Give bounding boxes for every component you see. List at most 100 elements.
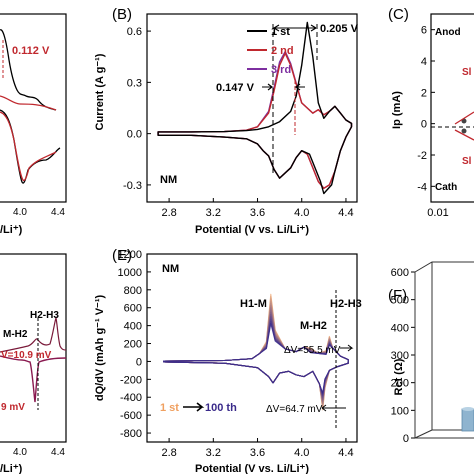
- panel-e-annotation-h1m: H1-M: [240, 298, 267, 310]
- panel-e: (E) dQ/dV (mAh g⁻¹ V⁻¹) 2.8 3.2 3.6 4.0 4.4 1…: [94, 247, 362, 474]
- panel-f-ytick-label: 500: [391, 295, 409, 307]
- panel-a-curve-2nd: [0, 95, 57, 182]
- panel-a-xlabel: /Li⁺): [0, 224, 23, 236]
- panel-d-xlabel: /Li⁺): [0, 463, 23, 474]
- panel-c-ytick-label: 6: [421, 25, 427, 37]
- panel-b-series-1: [157, 21, 353, 195]
- panel-e-legend-arrow: [183, 402, 205, 412]
- panel-f-axis-box: [414, 261, 474, 439]
- panel-f-bar-top: [462, 407, 474, 411]
- panel-c-text-sl-bottom: Sl: [462, 156, 472, 167]
- panel-c-ytick-label: 2: [421, 87, 427, 99]
- panel-e-ytick-label: 0: [136, 356, 142, 368]
- panel-b-annotation-147: 0.147 V: [216, 82, 255, 94]
- panel-f-ylabel: Rct (Ω): [393, 358, 405, 395]
- panel-c-ytick-label: -2: [417, 150, 427, 162]
- panel-c-fit-line: [454, 111, 474, 125]
- panel-b-ticks: 2.8 3.2 3.6 4.0 4.4 0.6 0.3 0.0 -0.3: [123, 26, 354, 219]
- panel-e-cycle-curve: [163, 323, 349, 394]
- panel-e-xtick-label: 4.4: [338, 447, 353, 459]
- panel-b-series-2: [157, 52, 353, 189]
- panel-d-annotation-dv-bottom: 9 mV: [1, 402, 25, 413]
- panel-f-ytick-label: 0: [403, 433, 409, 445]
- panel-f-ytick-label: 200: [391, 378, 409, 390]
- panel-c-point: [461, 128, 467, 134]
- panel-f-ticks: 600 500 400 300 200 100 0: [391, 267, 415, 445]
- panel-d-annotation-mh2: M-H2: [3, 329, 28, 340]
- panel-e-annotation-mh2: M-H2: [300, 320, 327, 332]
- panel-e-xtick-label: 2.8: [161, 447, 176, 459]
- panel-d-annotation-dv-top: V=10.9 mV: [1, 350, 52, 361]
- panel-b-series: [157, 21, 353, 195]
- panel-d: H2-H3 M-H2 V=10.9 mV 9 mV 4.0 4.4 /Li⁺): [0, 253, 67, 474]
- panel-e-ylabel: dQ/dV (mAh g⁻¹ V⁻¹): [94, 295, 106, 402]
- panel-b-ytick-label: -0.3: [123, 180, 142, 192]
- panel-b-legend: 1 st 2 nd 3 rd: [247, 26, 294, 76]
- panel-c-ticks: 6 4 2 0 -2 -4 0.01: [417, 25, 448, 219]
- panel-b-ytick-label: 0.3: [127, 77, 142, 89]
- panel-c-frame: [430, 13, 474, 203]
- panel-d-curve: [0, 316, 67, 353]
- panel-e-legend-to: 100 th: [205, 402, 237, 414]
- panel-b-arrow-147: [262, 83, 305, 91]
- panel-e-annotation-h2h3: H2-H3: [330, 298, 362, 310]
- panel-d-frame: [0, 253, 67, 443]
- panel-e-xtick-label: 3.6: [250, 447, 265, 459]
- panel-b-ytick-label: 0.6: [127, 26, 142, 38]
- panel-a-frame: [0, 13, 67, 203]
- panel-e-ytick-label: -400: [120, 392, 142, 404]
- panel-b-series-3: [157, 50, 353, 189]
- legend-label-2nd: 2 nd: [271, 45, 294, 57]
- panel-c-text-cath: Cath: [435, 182, 457, 193]
- panel-e-annotation-dv-bottom: ΔV=64.7 mV: [266, 404, 323, 415]
- panel-b-xtick-label: 4.0: [294, 207, 309, 219]
- legend-label-1st: 1 st: [271, 26, 290, 38]
- panel-c-text-sl-top: Sl: [462, 67, 472, 78]
- panel-b-annotation-205: 0.205 V: [320, 23, 359, 35]
- panel-c-text-anod: Anod: [435, 27, 461, 38]
- panel-b-frame: [146, 13, 358, 203]
- panel-e-ytick-label: 1000: [118, 267, 142, 279]
- panel-e-ytick-label: -800: [120, 428, 142, 440]
- panel-e-ytick-label: 800: [124, 285, 142, 297]
- panel-f-ytick-label: 100: [391, 405, 409, 417]
- panel-e-label: (E): [112, 247, 132, 264]
- panel-e-arrow-top: [340, 344, 354, 352]
- panel-d-annotation-h2h3: H2-H3: [30, 310, 59, 321]
- panel-e-ytick-label: -600: [120, 410, 142, 422]
- panel-e-xtick-label: 3.2: [206, 447, 221, 459]
- panel-a-annotation: 0.112 V: [12, 45, 50, 57]
- panel-e-annotation-dv-top: ΔV=55.5 mV: [284, 345, 341, 356]
- panel-f: (F) Rct (Ω) 600 500 400 300 200 100 0: [388, 261, 474, 445]
- panel-e-curves: [163, 293, 349, 411]
- panel-e-xlabel: Potential (V vs. Li/Li⁺): [195, 463, 309, 474]
- panel-e-ytick-label: 600: [124, 303, 142, 315]
- panel-b-xtick-label: 3.6: [250, 207, 265, 219]
- panel-b: (B) Current (A g⁻¹) 2.8 3.2 3.6 4.0 4.4 0.6 0.…: [94, 6, 359, 236]
- panel-e-xtick-label: 4.0: [294, 447, 309, 459]
- panel-d-tick-4.4: 4.4: [51, 447, 65, 458]
- panel-c-ytick-label: 0: [421, 119, 427, 131]
- panel-b-arrow-205: [273, 24, 317, 32]
- panel-e-legend-from: 1 st: [160, 402, 179, 414]
- panel-c-ytick-label: 4: [421, 56, 427, 68]
- panel-e-ytick-label: 400: [124, 321, 142, 333]
- panel-b-xtick-label: 4.4: [338, 207, 353, 219]
- panel-b-ytick-label: 0.0: [127, 129, 142, 141]
- panel-e-ticks: 2.8 3.2 3.6 4.0 4.4 1200 1000 800 600 400 200 0 -200…: [118, 249, 354, 459]
- panel-a-tick-4.4: 4.4: [51, 207, 65, 218]
- panel-f-bar: [461, 408, 474, 432]
- panel-e-ytick-label: -200: [120, 374, 142, 386]
- panel-a: 0.112 V 4.0 4.4 /Li⁺): [0, 13, 67, 236]
- panel-c-ylabel: Ip (mA): [391, 91, 403, 129]
- panel-c-xtick-label: 0.01: [427, 207, 448, 219]
- panel-b-xtick-label: 2.8: [161, 207, 176, 219]
- panel-c-fit-line: [454, 129, 474, 141]
- panel-f-label: (F): [388, 287, 407, 304]
- panel-e-arrow-bottom: [321, 404, 346, 412]
- panel-c-ytick-label: -4: [417, 181, 427, 193]
- panel-c-label: (C): [388, 6, 409, 23]
- panel-b-label: (B): [112, 6, 132, 23]
- panel-b-xtick-label: 3.2: [206, 207, 221, 219]
